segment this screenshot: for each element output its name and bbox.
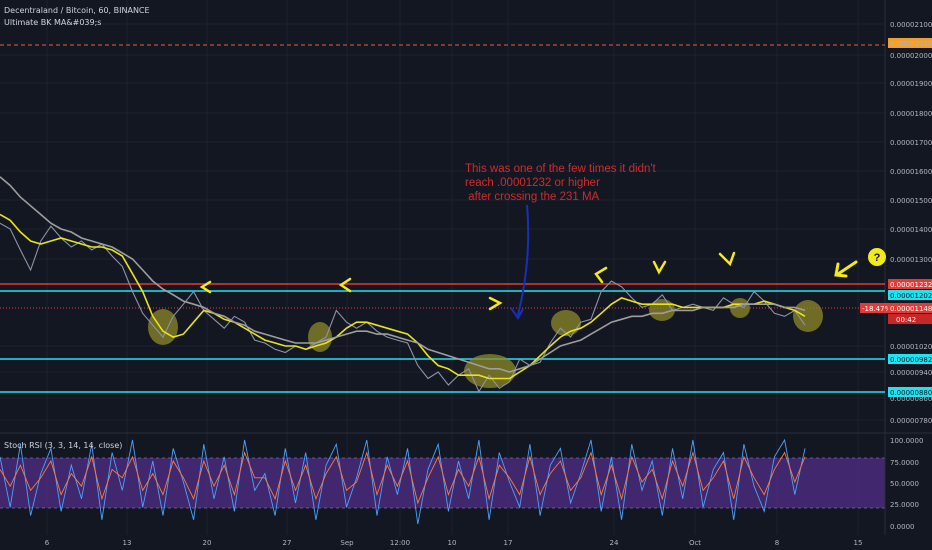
highlight-ellipse — [793, 300, 823, 332]
time-tick-label: 13 — [123, 539, 132, 547]
price-tick-label: 0.00000940 — [890, 369, 932, 377]
time-tick-label: 8 — [775, 539, 779, 547]
badge-top-text: 0.00002020 — [890, 40, 932, 48]
yellow-arrow-icon-1 — [199, 280, 212, 294]
price-tick-label: 0.00001700 — [890, 139, 932, 147]
yellow-arrow-icon-5 — [652, 260, 667, 275]
rsi-tick-label: 0.0000 — [890, 523, 915, 531]
highlight-ellipse — [730, 298, 750, 318]
price-tick-label: 0.00002100 — [890, 21, 932, 29]
badge-cyan — [888, 290, 932, 300]
rsi-tick-label: 100.0000 — [890, 437, 923, 445]
indicator-title: Ultimate BK MA&#039;s — [4, 18, 102, 27]
time-tick-label: 17 — [504, 539, 513, 547]
badge-cyan-text: 0.00001202 — [890, 292, 932, 300]
rsi-band — [0, 458, 885, 508]
grid — [0, 0, 885, 535]
yellow-arrow-icon-3 — [488, 296, 503, 311]
price-tick-label: 0.00001900 — [890, 80, 932, 88]
price-tick-label: 0.00001500 — [890, 197, 932, 205]
rsi-lines — [0, 438, 806, 525]
time-tick-label: 6 — [45, 539, 50, 547]
rsi-tick-label: 50.0000 — [890, 480, 919, 488]
time-tick-label: 10 — [448, 539, 457, 547]
badge-countdown-text: 00:42 — [896, 316, 916, 324]
badge-current — [888, 303, 932, 313]
rsi-axis: 100.0000 75.0000 50.0000 25.0000 0.0000 — [890, 437, 923, 531]
badge-cyan-low-text: 0.00000880 — [890, 389, 932, 397]
badge-pct — [860, 303, 888, 313]
time-tick-label: 12:00 — [390, 539, 410, 547]
price-tick-label: 0.00000780 — [890, 417, 932, 425]
price-tick-label: 0.00001300 — [890, 256, 932, 264]
time-tick-label: Oct — [689, 539, 701, 547]
highlight-ellipse — [551, 310, 581, 336]
symbol-title: Decentraland / Bitcoin, 60, BINANCE — [4, 6, 150, 15]
badge-top — [888, 38, 932, 48]
badge-countdown — [888, 314, 932, 324]
series-line-price — [0, 222, 806, 393]
series-line-ma_slow — [0, 176, 806, 373]
price-tick-label: 0.00001400 — [890, 226, 932, 234]
price-badges: 0.00002020 0.00001232 0.00001202 -18.47%… — [860, 38, 932, 397]
badge-red-text: 0.00001232 — [890, 281, 932, 289]
yellow-arrow-icon-7 — [836, 260, 858, 276]
time-tick-label: Sep — [340, 539, 354, 547]
price-tick-label: 0.00000860 — [890, 395, 932, 403]
time-axis: 6 13 20 27 Sep 12:00 10 17 24 Oct 8 15 — [45, 539, 863, 547]
yellow-arrow-icon-2 — [338, 277, 352, 293]
time-tick-label: 27 — [283, 539, 292, 547]
rsi-tick-label: 75.0000 — [890, 459, 919, 467]
price-tick-label: 0.00001020 — [890, 343, 932, 351]
yellow-arrow-icon-6 — [718, 251, 736, 267]
highlight-ellipse — [464, 354, 516, 388]
price-axis: 0.00002100 0.00002000 0.00001900 0.00001800… — [890, 21, 932, 425]
badge-cyan-low — [888, 387, 932, 397]
annotation-line-3: after crossing the 231 MA — [465, 191, 600, 203]
rsi-line-d — [0, 450, 806, 505]
time-tick-label: 15 — [854, 539, 863, 547]
price-tick-label: 0.00001800 — [890, 110, 932, 118]
rsi-line-k — [0, 438, 806, 525]
blue-arrow-icon — [517, 204, 530, 316]
yellow-arrow-icon-4 — [594, 266, 608, 284]
badge-cyan-mid — [888, 354, 932, 364]
question-mark: ? — [874, 252, 881, 264]
question-icon — [868, 248, 886, 266]
price-tick-label: 0.00002000 — [890, 52, 932, 60]
level-lines — [0, 44, 885, 393]
rsi-tick-label: 25.0000 — [890, 501, 919, 509]
badge-pct-text: -18.47% — [862, 305, 892, 313]
series-line-ma_fast — [0, 213, 806, 380]
time-tick-label: 24 — [610, 539, 619, 547]
annotation-line-2: reach .00001232 or higher — [465, 177, 600, 189]
badge-cyan-mid-text: 0.00000982 — [890, 356, 932, 364]
annotation-line-1: This was one of the few times it didn't — [465, 163, 657, 175]
series-lines — [0, 176, 806, 393]
price-tick-label: 0.00001600 — [890, 168, 932, 176]
badge-red — [888, 279, 932, 289]
rsi-title: Stoch RSI (3, 3, 14, 14, close) — [4, 441, 123, 450]
badge-current-text: 0.00001148 — [890, 305, 932, 313]
yellow-arrow-icon-7-head — [834, 262, 848, 278]
time-tick-label: 20 — [203, 539, 212, 547]
highlight-ellipses — [148, 298, 823, 388]
blue-arrowhead-icon — [510, 307, 524, 320]
